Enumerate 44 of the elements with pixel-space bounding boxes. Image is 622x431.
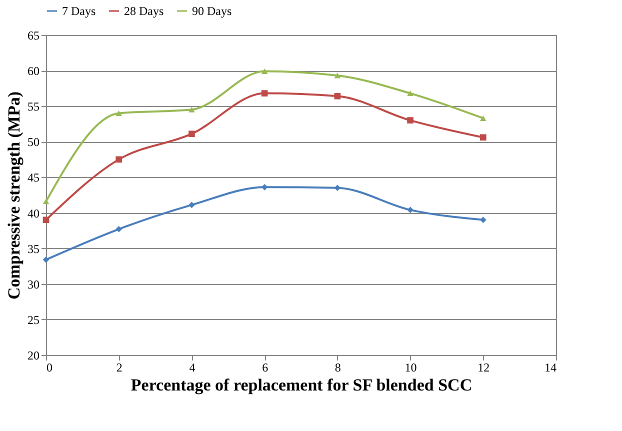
legend-label: 90 Days bbox=[192, 4, 232, 18]
point bbox=[188, 202, 195, 208]
y-tick-label: 65 bbox=[28, 28, 40, 42]
y-tick-label: 60 bbox=[28, 64, 40, 78]
point bbox=[480, 134, 486, 141]
x-tick-label: 14 bbox=[544, 360, 556, 374]
y-tick-label: 35 bbox=[28, 242, 40, 256]
x-tick-label: 12 bbox=[478, 360, 490, 374]
point bbox=[261, 184, 268, 190]
point bbox=[407, 206, 414, 214]
point bbox=[480, 115, 486, 121]
y-tick-label: 25 bbox=[28, 312, 40, 327]
y-tick-label: 45 bbox=[28, 170, 40, 185]
x-tick-label: 4 bbox=[189, 360, 196, 374]
point bbox=[116, 110, 122, 116]
point bbox=[188, 130, 195, 138]
point bbox=[188, 106, 195, 112]
point bbox=[261, 68, 268, 74]
y-tick-label: 40 bbox=[28, 206, 40, 220]
x-tick-label: 0 bbox=[46, 360, 52, 374]
point bbox=[407, 90, 414, 96]
y-tick-label: 55 bbox=[28, 100, 40, 114]
y-tick-label: 30 bbox=[28, 277, 40, 292]
x-tick-label: 2 bbox=[116, 360, 122, 374]
x-tick-label: 8 bbox=[334, 360, 341, 374]
point bbox=[42, 198, 50, 204]
x-axis-title: Percentage of replacement for SF blended SCC bbox=[130, 376, 472, 394]
y-axis-title: Compressive strength (MPa) bbox=[4, 91, 24, 300]
point bbox=[116, 156, 122, 163]
x-tick-label: 10 bbox=[404, 360, 417, 374]
point bbox=[407, 117, 414, 124]
point bbox=[261, 90, 268, 96]
y-tick-label: 50 bbox=[28, 135, 40, 150]
point bbox=[334, 184, 341, 192]
legend-label: 7 Days bbox=[62, 4, 96, 18]
point bbox=[116, 226, 122, 232]
point bbox=[334, 72, 341, 78]
point bbox=[42, 256, 50, 263]
point bbox=[42, 216, 50, 224]
point bbox=[334, 92, 341, 100]
y-tick-label: 20 bbox=[28, 348, 40, 362]
legend-label: 28 Days bbox=[124, 4, 164, 18]
point bbox=[480, 216, 486, 224]
x-tick-label: 6 bbox=[262, 360, 268, 374]
